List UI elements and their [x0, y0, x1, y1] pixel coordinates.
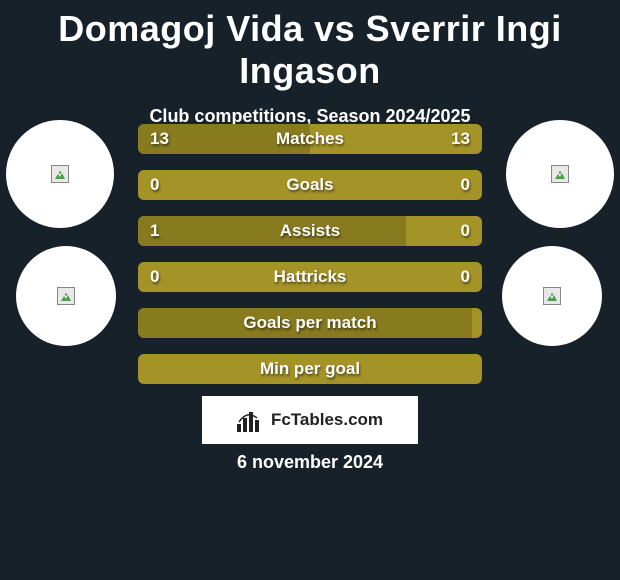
- avatars-right: [506, 120, 614, 362]
- stat-bar: Min per goal: [138, 354, 482, 384]
- bar-label: Goals per match: [138, 313, 482, 333]
- brand-badge: FcTables.com: [202, 396, 418, 444]
- bar-label: Matches: [138, 129, 482, 149]
- image-placeholder-icon: [51, 165, 69, 183]
- bar-label: Assists: [138, 221, 482, 241]
- image-placeholder-icon: [543, 287, 561, 305]
- stat-bar: 1313Matches: [138, 124, 482, 154]
- bar-label: Goals: [138, 175, 482, 195]
- bar-label: Hattricks: [138, 267, 482, 287]
- stat-bar: 00Goals: [138, 170, 482, 200]
- player2-avatar: [506, 120, 614, 228]
- stat-bar: 10Assists: [138, 216, 482, 246]
- stat-bar: 00Hattricks: [138, 262, 482, 292]
- date-label: 6 november 2024: [0, 452, 620, 473]
- stat-bar: Goals per match: [138, 308, 482, 338]
- brand-text: FcTables.com: [271, 410, 383, 430]
- bar-label: Min per goal: [138, 359, 482, 379]
- page-title: Domagoj Vida vs Sverrir Ingi Ingason: [0, 0, 620, 92]
- avatars-left: [6, 120, 116, 362]
- comparison-bars: 1313Matches 00Goals 10Assists 00Hattricks Go…: [138, 124, 482, 400]
- image-placeholder-icon: [57, 287, 75, 305]
- player1-club-avatar: [16, 246, 116, 346]
- image-placeholder-icon: [551, 165, 569, 183]
- player2-club-avatar: [502, 246, 602, 346]
- player1-avatar: [6, 120, 114, 228]
- brand-logo-icon: [237, 408, 265, 432]
